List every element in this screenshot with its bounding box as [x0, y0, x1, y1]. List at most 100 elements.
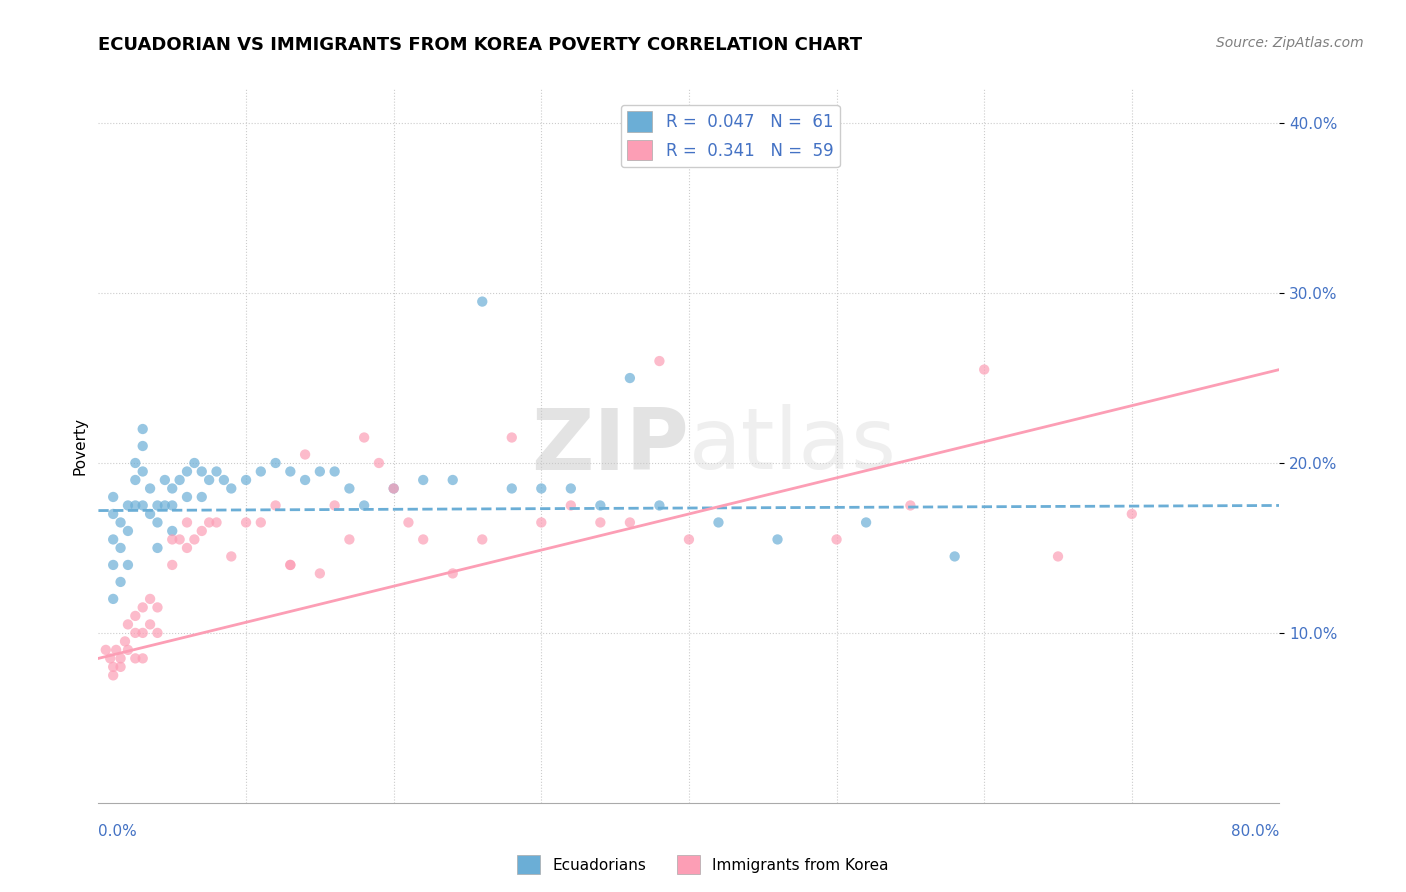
Point	[153, 499, 176, 513]
Point	[162, 533, 183, 547]
Point	[132, 651, 155, 665]
Point	[103, 668, 125, 682]
Point	[501, 430, 523, 444]
Point	[117, 617, 139, 632]
Point	[124, 626, 146, 640]
Point	[309, 465, 332, 479]
Point	[110, 541, 132, 555]
Point	[323, 499, 346, 513]
Point	[114, 634, 136, 648]
Point	[139, 591, 162, 606]
Point	[1046, 549, 1069, 564]
Point	[117, 643, 139, 657]
Point	[250, 516, 273, 530]
Point	[153, 473, 176, 487]
Point	[412, 533, 434, 547]
Text: 80.0%: 80.0%	[1232, 824, 1279, 839]
Point	[198, 516, 221, 530]
Point	[219, 482, 242, 496]
Point	[294, 473, 316, 487]
Point	[124, 608, 146, 623]
Point	[110, 574, 132, 589]
Text: ZIP: ZIP	[531, 404, 689, 488]
Point	[176, 465, 198, 479]
Point	[501, 482, 523, 496]
Point	[678, 533, 700, 547]
Point	[205, 516, 228, 530]
Point	[278, 465, 302, 479]
Point	[619, 516, 641, 530]
Point	[132, 439, 155, 453]
Point	[368, 456, 391, 470]
Point	[560, 482, 582, 496]
Point	[530, 482, 553, 496]
Point	[205, 465, 228, 479]
Point	[471, 533, 494, 547]
Point	[146, 626, 169, 640]
Point	[110, 651, 132, 665]
Point	[441, 566, 464, 581]
Point	[235, 473, 257, 487]
Point	[619, 371, 641, 385]
Point	[110, 516, 132, 530]
Point	[589, 516, 612, 530]
Point	[132, 422, 155, 436]
Point	[105, 643, 128, 657]
Text: ECUADORIAN VS IMMIGRANTS FROM KOREA POVERTY CORRELATION CHART: ECUADORIAN VS IMMIGRANTS FROM KOREA POVE…	[98, 36, 862, 54]
Point	[471, 294, 494, 309]
Point	[103, 533, 125, 547]
Point	[294, 448, 316, 462]
Point	[139, 507, 162, 521]
Point	[191, 465, 214, 479]
Point	[169, 473, 191, 487]
Point	[103, 507, 125, 521]
Point	[973, 362, 995, 376]
Point	[825, 533, 848, 547]
Point	[124, 473, 146, 487]
Point	[382, 482, 405, 496]
Point	[103, 660, 125, 674]
Point	[132, 626, 155, 640]
Point	[124, 651, 146, 665]
Point	[117, 558, 139, 572]
Point	[766, 533, 789, 547]
Point	[94, 643, 117, 657]
Point	[103, 591, 125, 606]
Point	[117, 524, 139, 538]
Point	[264, 456, 287, 470]
Point	[337, 482, 360, 496]
Point	[183, 533, 205, 547]
Point	[198, 473, 221, 487]
Point	[212, 473, 235, 487]
Point	[132, 465, 155, 479]
Point	[751, 142, 773, 156]
Point	[103, 490, 125, 504]
Y-axis label: Poverty: Poverty	[72, 417, 87, 475]
Text: atlas: atlas	[689, 404, 897, 488]
Point	[103, 558, 125, 572]
Point	[1121, 507, 1143, 521]
Point	[169, 533, 191, 547]
Point	[943, 549, 966, 564]
Point	[900, 499, 922, 513]
Point	[146, 499, 169, 513]
Point	[278, 558, 302, 572]
Point	[176, 541, 198, 555]
Point	[124, 499, 146, 513]
Text: 0.0%: 0.0%	[98, 824, 138, 839]
Point	[162, 524, 183, 538]
Text: Source: ZipAtlas.com: Source: ZipAtlas.com	[1216, 36, 1364, 50]
Point	[278, 558, 302, 572]
Point	[176, 490, 198, 504]
Point	[707, 516, 730, 530]
Point	[162, 558, 183, 572]
Point	[146, 600, 169, 615]
Point	[132, 499, 155, 513]
Point	[264, 499, 287, 513]
Point	[183, 456, 205, 470]
Point	[235, 516, 257, 530]
Point	[337, 533, 360, 547]
Point	[250, 465, 273, 479]
Point	[353, 430, 375, 444]
Point	[110, 660, 132, 674]
